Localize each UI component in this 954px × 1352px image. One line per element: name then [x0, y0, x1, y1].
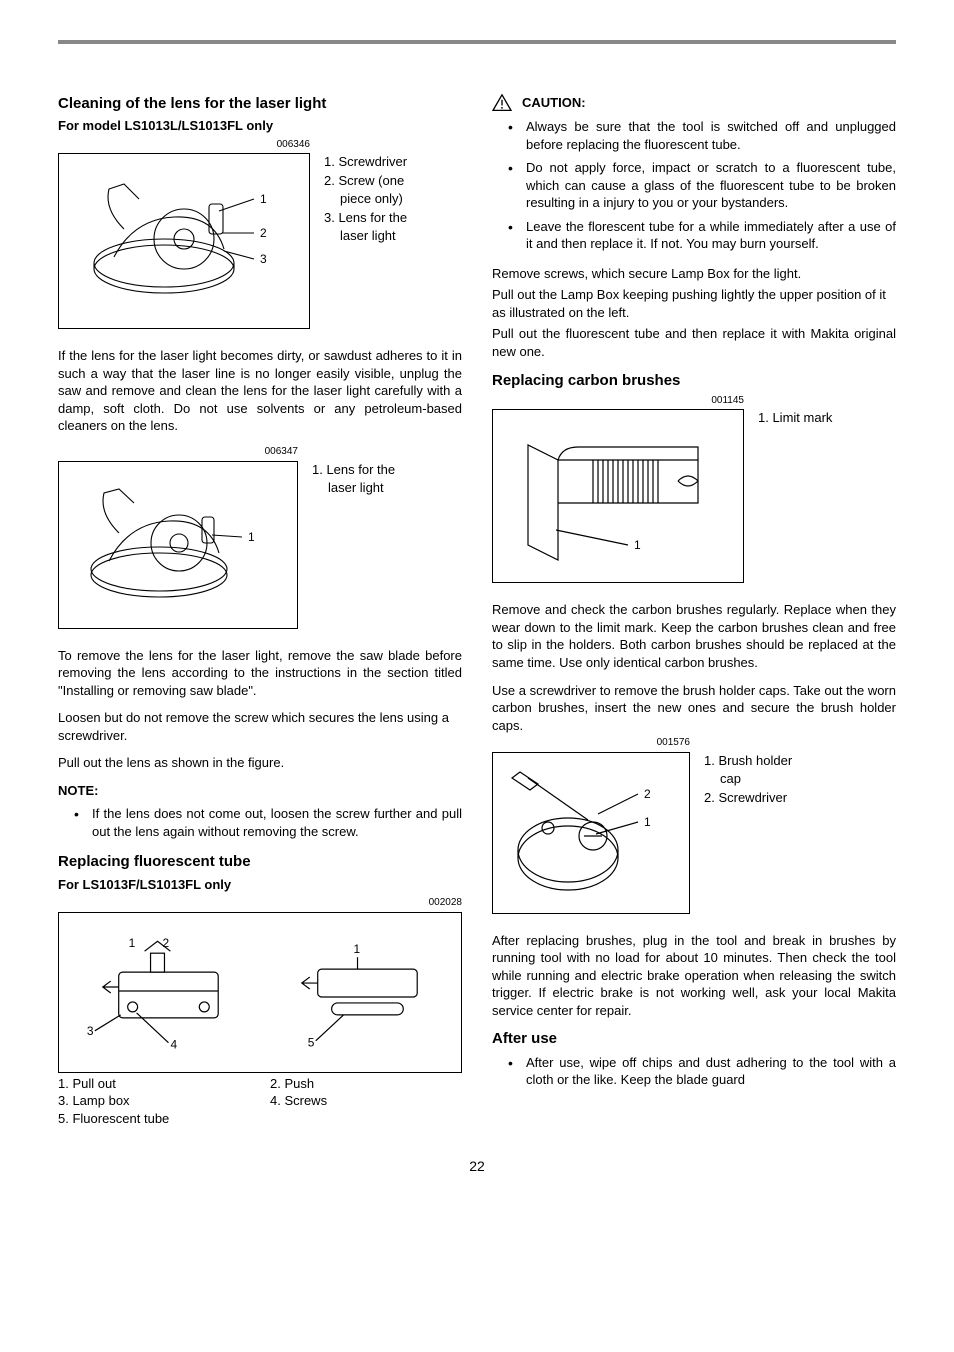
after-use-list: After use, wipe off chips and dust adher…	[492, 1054, 896, 1089]
left-column: Cleaning of the lens for the laser light…	[58, 94, 462, 1129]
svg-text:1: 1	[634, 538, 641, 552]
fig-002028-id: 002028	[58, 896, 462, 910]
legend-item: 1. Pull out	[58, 1075, 250, 1093]
replace-tube-paragraph: Pull out the fluorescent tube and then r…	[492, 325, 896, 360]
legend-item: 3. Lens for the	[324, 209, 407, 227]
pull-out-lens-paragraph: Pull out the lens as shown in the figure…	[58, 754, 462, 772]
svg-text:1: 1	[644, 815, 651, 829]
legend-item: 3. Lamp box	[58, 1092, 250, 1110]
svg-text:1: 1	[129, 936, 136, 950]
legend-item: 1. Screwdriver	[324, 153, 407, 171]
caution-item: Leave the florescent tube for a while im…	[492, 218, 896, 253]
fig-006347-legend: 1. Lens for the laser light	[312, 461, 395, 629]
fig-001576-wrap: 2 1 1. Brush holder cap 2. Screwdriver	[492, 752, 896, 914]
legend-item: laser light	[312, 479, 395, 497]
svg-text:3: 3	[260, 252, 267, 266]
carbon-brushes-heading: Replacing carbon brushes	[492, 371, 896, 391]
lens-cleaning-heading: Cleaning of the lens for the laser light	[58, 94, 462, 114]
page-number: 22	[58, 1157, 896, 1176]
caution-row: CAUTION:	[492, 94, 896, 112]
fig-006346-wrap: 1 2 3 1. Screwdriver 2. Screw (one piece…	[58, 153, 462, 329]
remove-lens-paragraph: To remove the lens for the laser light, …	[58, 647, 462, 700]
svg-text:4: 4	[170, 1038, 177, 1052]
legend-item: cap	[704, 770, 792, 788]
brush-holder-illustration: 2 1	[498, 758, 684, 908]
fig-006347-id: 006347	[58, 445, 298, 459]
legend-item: 1. Lens for the	[312, 461, 395, 479]
lens-cleaning-model: For model LS1013L/LS1013FL only	[58, 117, 462, 135]
fig-001145-box: 1	[492, 409, 744, 583]
legend-item: 2. Screw (one	[324, 172, 407, 190]
legend-item: laser light	[324, 227, 407, 245]
fig-001145-wrap: 1 1. Limit mark	[492, 409, 896, 583]
svg-text:1: 1	[248, 530, 255, 544]
after-use-heading: After use	[492, 1029, 896, 1049]
svg-text:5: 5	[308, 1036, 315, 1050]
after-use-item: After use, wipe off chips and dust adher…	[492, 1054, 896, 1089]
check-brushes-paragraph: Remove and check the carbon brushes regu…	[492, 601, 896, 671]
miter-saw-illustration-2: 1	[64, 467, 292, 623]
lens-dirty-paragraph: If the lens for the laser light becomes …	[58, 347, 462, 435]
legend-item: 4. Screws	[270, 1092, 462, 1110]
fig-001576-id: 001576	[492, 736, 690, 750]
legend-item: 1. Limit mark	[758, 409, 832, 427]
svg-text:2: 2	[644, 787, 651, 801]
fig-006346-box: 1 2 3	[58, 153, 310, 329]
fig-001145-legend: 1. Limit mark	[758, 409, 832, 583]
fig-001576-box: 2 1	[492, 752, 690, 914]
remove-screws-paragraph: Remove screws, which secure Lamp Box for…	[492, 265, 896, 283]
legend-item: piece only)	[324, 190, 407, 208]
caution-label: CAUTION:	[522, 94, 586, 112]
note-item: If the lens does not come out, loosen th…	[58, 805, 462, 840]
fig-legend-rule	[58, 1072, 462, 1073]
fig-001145-id: 001145	[492, 394, 744, 408]
svg-text:1: 1	[260, 192, 267, 206]
note-list: If the lens does not come out, loosen th…	[58, 805, 462, 840]
screwdriver-caps-paragraph: Use a screwdriver to remove the brush ho…	[492, 682, 896, 735]
warning-icon	[492, 94, 512, 112]
fig-001576-legend: 1. Brush holder cap 2. Screwdriver	[704, 752, 792, 914]
caution-list: Always be sure that the tool is switched…	[492, 118, 896, 253]
break-in-paragraph: After replacing brushes, plug in the too…	[492, 932, 896, 1020]
caution-item: Do not apply force, impact or scratch to…	[492, 159, 896, 212]
fig-006347-wrap: 1 1. Lens for the laser light	[58, 461, 462, 629]
top-rule	[58, 40, 896, 44]
fig-002028-box: 1 2 3 4 1 5	[58, 912, 462, 1072]
legend-item: 1. Brush holder	[704, 752, 792, 770]
fluorescent-heading: Replacing fluorescent tube	[58, 852, 462, 872]
fig-002028-legend: 1. Pull out 3. Lamp box 5. Fluorescent t…	[58, 1075, 462, 1128]
miter-saw-illustration-1: 1 2 3	[64, 159, 304, 323]
svg-text:1: 1	[354, 942, 361, 956]
columns-wrap: Cleaning of the lens for the laser light…	[58, 94, 896, 1129]
svg-text:2: 2	[260, 226, 267, 240]
pull-lampbox-paragraph: Pull out the Lamp Box keeping pushing li…	[492, 286, 896, 321]
note-label: NOTE:	[58, 782, 462, 800]
carbon-brush-illustration: 1	[498, 415, 738, 577]
legend-item: 5. Fluorescent tube	[58, 1110, 250, 1128]
fig-006347-box: 1	[58, 461, 298, 629]
loosen-screw-paragraph: Loosen but do not remove the screw which…	[58, 709, 462, 744]
svg-text:3: 3	[87, 1024, 94, 1038]
svg-text:2: 2	[162, 936, 169, 950]
caution-item: Always be sure that the tool is switched…	[492, 118, 896, 153]
fig-006346-id: 006346	[58, 138, 310, 152]
lamp-box-illustration: 1 2 3 4 1 5	[59, 917, 461, 1067]
right-column: CAUTION: Always be sure that the tool is…	[492, 94, 896, 1129]
legend-item: 2. Push	[270, 1075, 462, 1093]
legend-item: 2. Screwdriver	[704, 789, 792, 807]
fig-006346-legend: 1. Screwdriver 2. Screw (one piece only)…	[324, 153, 407, 329]
fluorescent-model: For LS1013F/LS1013FL only	[58, 876, 462, 894]
